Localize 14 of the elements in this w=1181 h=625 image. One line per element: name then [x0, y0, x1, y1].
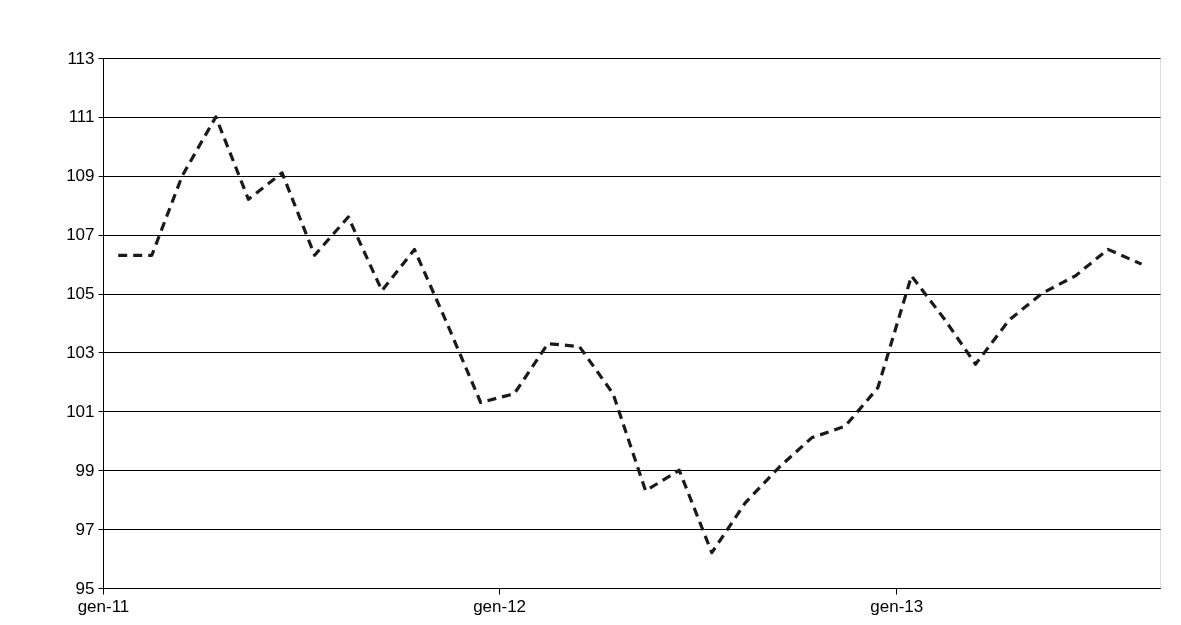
y-tick-label: 95	[75, 578, 95, 598]
x-tick-label: gen-12	[473, 596, 527, 616]
y-tick-label: 97	[75, 519, 95, 539]
y-tick-label: 107	[66, 225, 95, 245]
line-series	[116, 115, 1144, 555]
y-tick-label: 109	[66, 166, 95, 186]
x-tick-label: gen-11	[77, 596, 130, 616]
y-tick-label: 99	[75, 460, 95, 480]
x-tick-label: gen-13	[870, 596, 924, 616]
y-tick-label: 113	[67, 48, 95, 68]
y-tick-label: 101	[66, 401, 95, 421]
y-tick-label: 103	[66, 342, 95, 362]
y-tick-label: 111	[68, 107, 95, 127]
y-tick-label: 105	[66, 284, 95, 304]
